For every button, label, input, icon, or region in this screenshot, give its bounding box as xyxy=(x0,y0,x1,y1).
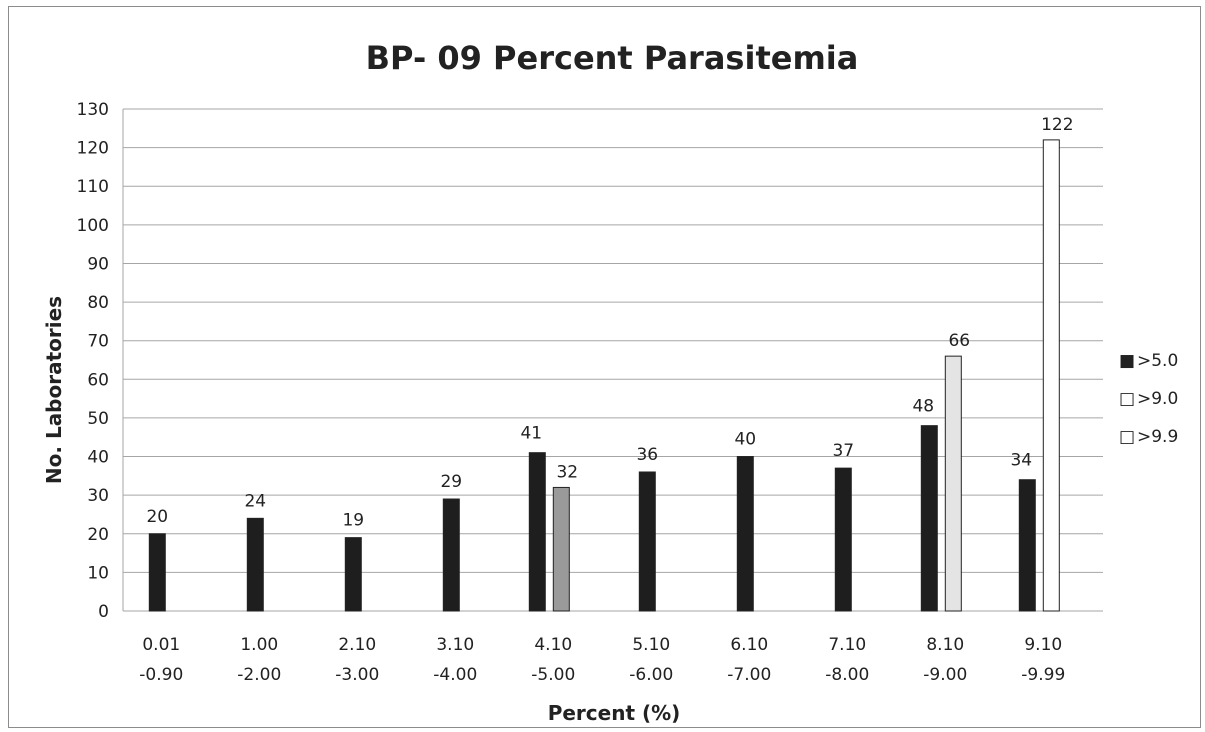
x-tick-label: -9.99 xyxy=(1021,665,1065,685)
x-tick-label: 3.10 xyxy=(436,635,474,655)
x-tick-label: 5.10 xyxy=(632,635,670,655)
bar xyxy=(834,467,852,612)
bar xyxy=(442,498,460,612)
data-label: 29 xyxy=(440,472,462,492)
bar xyxy=(1042,139,1060,612)
x-tick-label: -4.00 xyxy=(433,665,477,685)
data-label: 37 xyxy=(832,441,854,461)
x-tick-label: -6.00 xyxy=(629,665,673,685)
y-tick-label: 10 xyxy=(87,563,109,583)
x-tick-label: 6.10 xyxy=(730,635,768,655)
legend: ■ >5.0□ >9.0□ >9.9 xyxy=(1119,351,1178,447)
x-tick-label: 8.10 xyxy=(926,635,964,655)
x-tick-label: -3.00 xyxy=(335,665,379,685)
x-tick-label: -2.00 xyxy=(237,665,281,685)
y-tick-label: 130 xyxy=(77,100,109,120)
x-tick-label: -7.00 xyxy=(727,665,771,685)
y-axis-label: No. Laboratories xyxy=(42,296,66,484)
bar xyxy=(638,471,656,612)
y-tick-label: 50 xyxy=(87,409,109,429)
data-label: 24 xyxy=(244,491,266,511)
data-label: 19 xyxy=(342,511,364,531)
legend-marker: □ xyxy=(1119,389,1135,409)
chart-title: BP- 09 Percent Parasitemia xyxy=(366,39,859,77)
y-tick-label: 110 xyxy=(77,177,109,197)
x-tick-label: -8.00 xyxy=(825,665,869,685)
y-tick-label: 70 xyxy=(87,332,109,352)
chart-frame: BP- 09 Percent Parasitemia 0 10 20 30 40 50 60… xyxy=(8,6,1201,728)
data-label: 66 xyxy=(948,331,970,351)
bar-chart: BP- 09 Percent Parasitemia 0 10 20 30 40 50 60… xyxy=(42,39,1178,725)
x-tick-label: 4.10 xyxy=(534,635,572,655)
legend-entry: >9.9 xyxy=(1137,427,1178,447)
gridlines xyxy=(122,108,1103,612)
x-tick-label: -9.00 xyxy=(923,665,967,685)
bar xyxy=(344,537,362,612)
y-axis-ticks: 0 10 20 30 40 50 60 70 80 90 100 110 120 130 xyxy=(77,100,109,622)
x-tick-label: 7.10 xyxy=(828,635,866,655)
bar xyxy=(246,517,264,612)
legend-marker: ■ xyxy=(1119,351,1135,371)
bar xyxy=(944,355,962,612)
x-axis-label: Percent (%) xyxy=(548,701,681,725)
bar xyxy=(736,456,754,612)
y-tick-label: 100 xyxy=(77,216,109,236)
data-label: 122 xyxy=(1041,115,1073,135)
y-tick-label: 120 xyxy=(77,139,109,159)
x-tick-label: -5.00 xyxy=(531,665,575,685)
legend-entry: >5.0 xyxy=(1137,351,1178,371)
data-label: 34 xyxy=(1010,451,1032,471)
bar xyxy=(552,486,570,612)
y-tick-label: 40 xyxy=(87,448,109,468)
y-tick-label: 60 xyxy=(87,370,109,390)
data-labels: 20 24 19 29 41 32 36 40 37 48 66 34 122 xyxy=(146,115,1073,531)
bar xyxy=(920,425,938,612)
data-label: 32 xyxy=(556,462,578,482)
x-tick-label: 9.10 xyxy=(1024,635,1062,655)
x-tick-label: -0.90 xyxy=(139,665,183,685)
x-axis-ticks: 0.01 -0.90 1.00 -2.00 2.10 -3.00 3.10 -4.00 4.10… xyxy=(139,635,1065,685)
x-tick-label: 2.10 xyxy=(338,635,376,655)
bar xyxy=(528,452,546,612)
x-tick-label: 0.01 xyxy=(142,635,180,655)
data-label: 48 xyxy=(912,397,934,417)
data-label: 36 xyxy=(636,445,658,465)
y-tick-label: 90 xyxy=(87,254,109,274)
bar xyxy=(148,533,166,612)
y-tick-label: 20 xyxy=(87,525,109,545)
data-label: 41 xyxy=(520,424,542,444)
data-label: 40 xyxy=(734,430,756,450)
y-tick-label: 80 xyxy=(87,293,109,313)
bar xyxy=(1018,479,1036,612)
bars xyxy=(148,139,1060,612)
legend-marker: □ xyxy=(1119,427,1135,447)
x-tick-label: 1.00 xyxy=(240,635,278,655)
data-label: 20 xyxy=(146,507,168,527)
y-tick-label: 30 xyxy=(87,486,109,506)
legend-entry: >9.0 xyxy=(1137,389,1178,409)
y-tick-label: 0 xyxy=(98,602,109,622)
